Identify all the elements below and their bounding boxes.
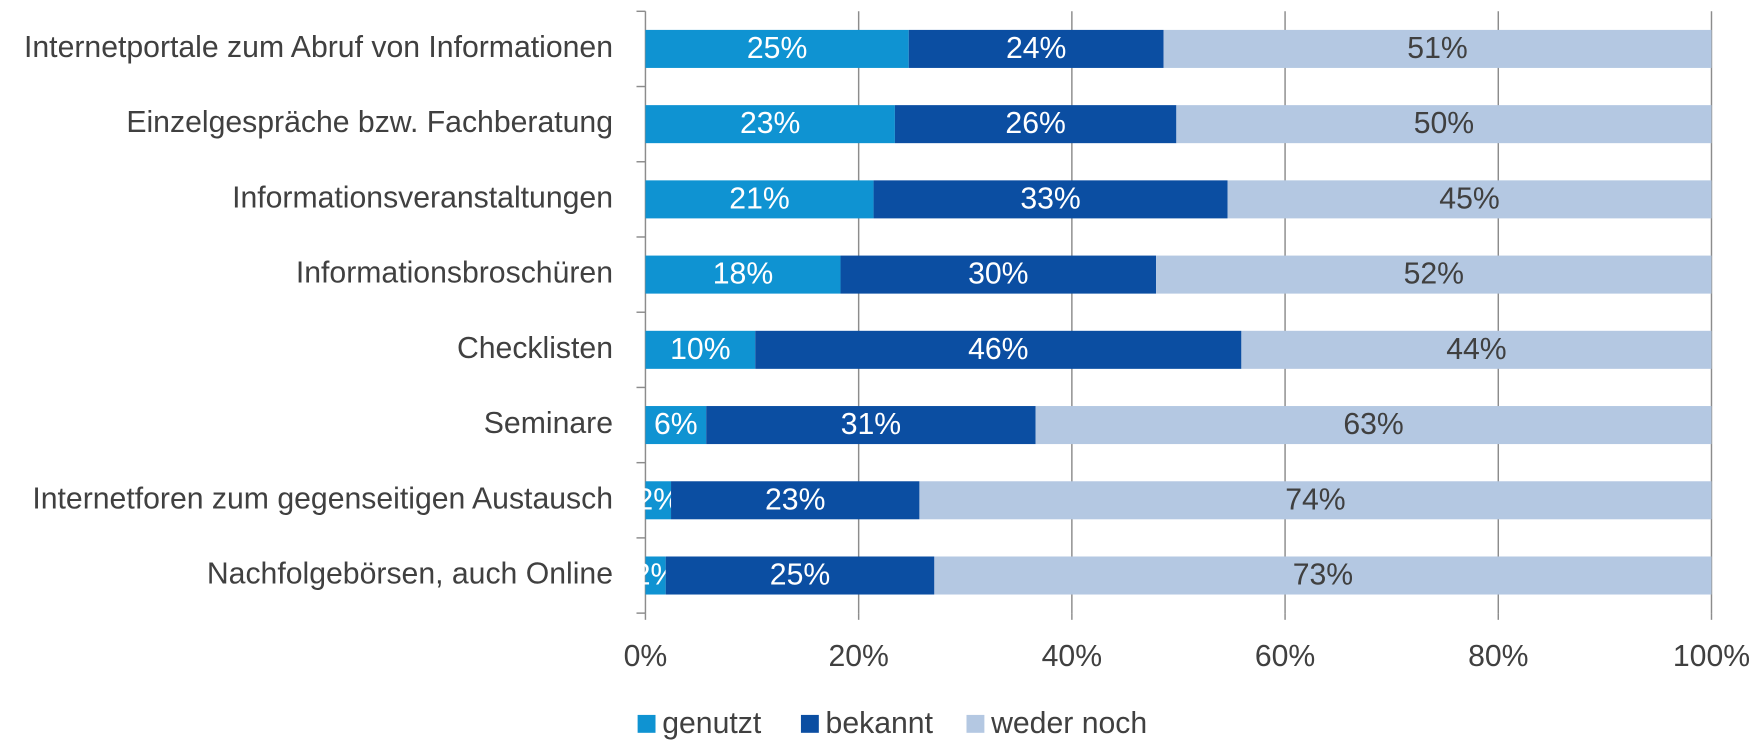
data-label: 46%	[968, 333, 1028, 366]
bar-segment	[645, 255, 841, 294]
y-tick-label: Seminare	[484, 407, 613, 440]
data-label: 23%	[740, 107, 800, 140]
bar-segment	[1241, 330, 1712, 369]
data-label: 21%	[729, 182, 789, 215]
data-label: 23%	[765, 483, 825, 516]
data-label: 51%	[1407, 32, 1467, 65]
y-tick-label: Checklisten	[457, 332, 613, 365]
x-tick-label: 40%	[1042, 640, 1102, 673]
y-tick-label: Informationsbroschüren	[296, 257, 613, 290]
bar-segment	[919, 481, 1712, 520]
bar-segment	[645, 29, 909, 68]
bar-segment	[665, 556, 935, 595]
data-label: 63%	[1343, 408, 1403, 441]
data-label: 50%	[1414, 107, 1474, 140]
data-label: 18%	[713, 258, 773, 291]
data-label: 10%	[670, 333, 730, 366]
bar-segment	[645, 105, 895, 144]
bar-segment	[894, 105, 1177, 144]
bar-segment	[1227, 180, 1712, 219]
y-tick-label: Informationsveranstaltungen	[232, 181, 613, 214]
bar-segment	[671, 481, 920, 520]
data-label: 52%	[1404, 258, 1464, 291]
x-tick-label: 80%	[1468, 640, 1528, 673]
data-label: 6%	[654, 408, 698, 441]
data-label: 44%	[1446, 333, 1506, 366]
x-tick-label: 100%	[1673, 640, 1750, 673]
x-tick-label: 0%	[624, 640, 668, 673]
bar-segment	[1163, 29, 1712, 68]
data-label: 74%	[1285, 483, 1345, 516]
y-tick-label: Internetforen zum gegenseitigen Austausc…	[32, 482, 613, 515]
data-label: 25%	[747, 32, 807, 65]
data-label: 45%	[1439, 182, 1499, 215]
data-label: 33%	[1020, 182, 1080, 215]
y-tick-label: Einzelgespräche bzw. Fachberatung	[126, 106, 613, 139]
bar-segment	[645, 556, 666, 595]
bar-segment	[908, 29, 1164, 68]
y-tick-label: Nachfolgebörsen, auch Online	[207, 557, 613, 590]
bar-segment	[645, 330, 756, 369]
x-tick-label: 20%	[828, 640, 888, 673]
bar-segment	[1156, 255, 1712, 294]
bar-segment	[1035, 406, 1712, 445]
x-tick-label: 60%	[1255, 640, 1315, 673]
legend-swatch	[800, 714, 819, 733]
bar-segment	[873, 180, 1228, 219]
bar-segment	[706, 406, 1036, 445]
data-label: 24%	[1006, 32, 1066, 65]
legend-label: weder noch	[990, 707, 1147, 740]
bar-segment	[645, 481, 672, 520]
bar-segment	[934, 556, 1712, 595]
bar-segment	[840, 255, 1157, 294]
y-tick-label: Internetportale zum Abruf von Informatio…	[24, 31, 613, 64]
data-label: 25%	[770, 559, 830, 592]
data-label: 26%	[1005, 107, 1065, 140]
data-label: 31%	[841, 408, 901, 441]
data-label: 73%	[1293, 559, 1353, 592]
bar-segment	[645, 406, 707, 445]
bar-segment	[755, 330, 1242, 369]
bar-segment	[645, 180, 874, 219]
legend-label: genutzt	[662, 707, 762, 740]
legend-swatch	[966, 714, 985, 733]
legend-swatch	[637, 714, 656, 733]
legend-label: bekannt	[826, 707, 934, 740]
data-label: 30%	[968, 258, 1028, 291]
bar-segment	[1176, 105, 1712, 144]
